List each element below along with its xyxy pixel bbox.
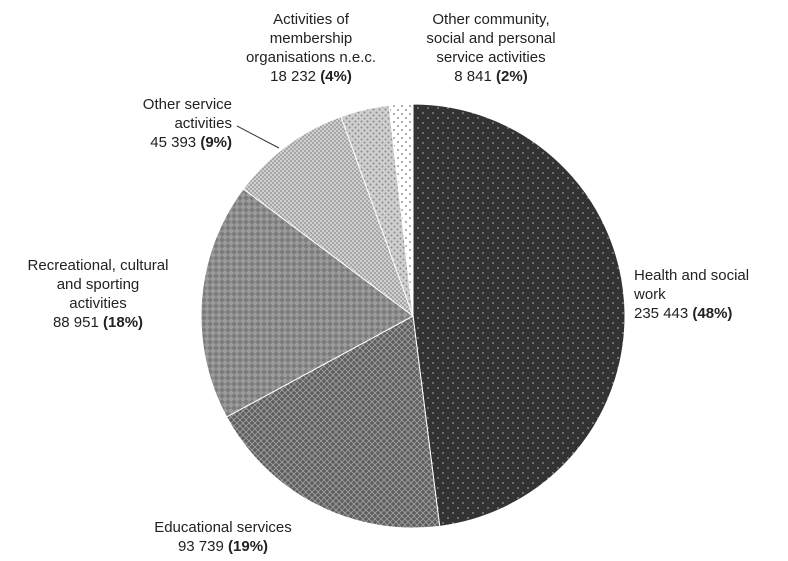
label-health-value-line: 235 443 (48%)	[634, 304, 784, 323]
label-other-service-percent: (9%)	[200, 134, 232, 151]
label-membership-value-line: 18 232 (4%)	[226, 67, 396, 86]
label-other-service-line1: Other service	[142, 96, 232, 113]
label-education-line1: Educational services	[154, 519, 292, 536]
label-membership-line1: Activities of	[273, 11, 349, 28]
pie-slice-other-community	[388, 103, 414, 317]
pie-slice-other-service	[242, 115, 415, 318]
label-membership: Activities of membership organisations n…	[226, 10, 396, 86]
leader-line-other-service	[236, 125, 280, 149]
label-other-community-value: 8 841	[454, 68, 492, 85]
label-health-line1: Health and social	[634, 267, 750, 284]
pie-slice-education	[225, 315, 441, 529]
label-recreation-value-line: 88 951 (18%)	[8, 313, 188, 332]
label-recreation-line3: activities	[69, 295, 127, 312]
label-other-service-value-line: 45 393 (9%)	[100, 133, 232, 152]
label-recreation-percent: (18%)	[103, 314, 144, 331]
label-other-service-value: 45 393	[150, 134, 197, 151]
label-other-community-value-line: 8 841 (2%)	[396, 67, 586, 86]
label-other-community: Other community, social and personal ser…	[396, 10, 586, 86]
label-health-percent: (48%)	[692, 305, 733, 322]
label-education: Educational services 93 739 (19%)	[118, 518, 328, 556]
label-other-service: Other service activities 45 393 (9%)	[100, 95, 232, 152]
label-other-community-percent: (2%)	[496, 68, 528, 85]
label-recreation-value: 88 951	[52, 314, 99, 331]
label-other-community-line2: social and personal	[426, 30, 556, 47]
label-recreation-line2: and sporting	[56, 276, 140, 293]
label-recreation: Recreational, cultural and sporting acti…	[8, 256, 188, 332]
label-membership-line2: membership	[269, 30, 353, 47]
label-membership-percent: (4%)	[320, 68, 352, 85]
label-health: Health and social work 235 443 (48%)	[634, 266, 784, 323]
label-membership-line3: organisations n.e.c.	[245, 49, 377, 66]
label-health-line2: work	[634, 286, 666, 303]
label-other-community-line3: service activities	[436, 49, 546, 66]
label-recreation-line1: Recreational, cultural	[27, 257, 169, 274]
label-other-service-line2: activities	[174, 115, 232, 132]
pie-slice-recreation	[200, 188, 414, 418]
label-health-value: 235 443	[634, 305, 689, 322]
label-membership-value: 18 232	[270, 68, 317, 85]
label-education-value: 93 739	[177, 538, 224, 555]
label-other-community-line1: Other community,	[432, 11, 550, 28]
pie-slice-health	[412, 103, 626, 527]
label-education-percent: (19%)	[228, 538, 269, 555]
label-education-value-line: 93 739 (19%)	[118, 537, 328, 556]
